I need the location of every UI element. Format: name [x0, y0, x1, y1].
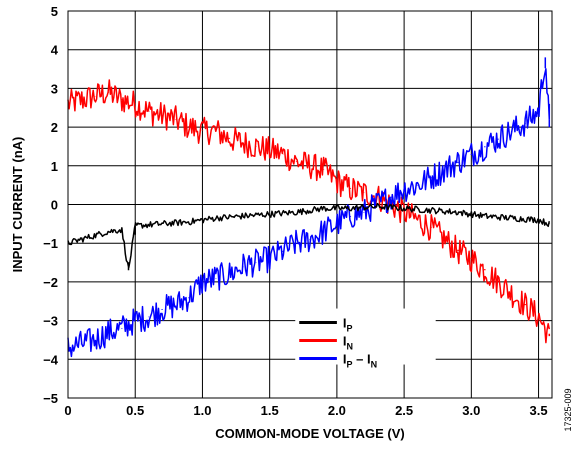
series-layer — [67, 57, 551, 358]
legend-label: IP – IN — [343, 352, 377, 370]
y-tick-label: −1 — [43, 236, 58, 251]
x-tick-label: 1.5 — [261, 403, 279, 418]
x-tick-label: 2.0 — [328, 403, 346, 418]
x-axis-title: COMMON-MODE VOLTAGE (V) — [215, 426, 404, 441]
legend-label: IP — [343, 316, 353, 334]
x-tick-label: 3.0 — [462, 403, 480, 418]
legend-background — [295, 308, 436, 365]
x-tick-label: 3.5 — [530, 403, 548, 418]
y-axis-title: INPUT CURRENT (nA) — [10, 137, 25, 273]
x-tick-label: 0.5 — [126, 403, 144, 418]
tick-labels: 0 0.5 1.0 1.5 2.0 2.5 3.0 3.5 5 4 3 2 1 0 −1 −2 −3 −4 −5 — [43, 4, 547, 418]
y-tick-label: 2 — [51, 120, 58, 135]
legend-label: IN — [343, 334, 353, 352]
y-tick-label: 3 — [51, 81, 58, 96]
x-tick-label: 1.0 — [193, 403, 211, 418]
figure-id: 17325-009 — [563, 388, 573, 431]
y-tick-label: 1 — [51, 159, 58, 174]
x-tick-label: 2.5 — [395, 403, 413, 418]
y-tick-label: −2 — [43, 275, 58, 290]
y-tick-label: −5 — [43, 391, 58, 406]
x-tick-label: 0 — [64, 403, 71, 418]
y-tick-label: 0 — [51, 198, 58, 213]
plot-frame — [67, 10, 553, 399]
y-tick-label: −4 — [43, 352, 59, 367]
y-tick-label: 5 — [51, 4, 58, 19]
series-line-ip — [67, 202, 551, 271]
series-line-ip-minus-in — [67, 57, 551, 358]
y-tick-label: −3 — [43, 314, 58, 329]
y-tick-label: 4 — [51, 43, 59, 58]
